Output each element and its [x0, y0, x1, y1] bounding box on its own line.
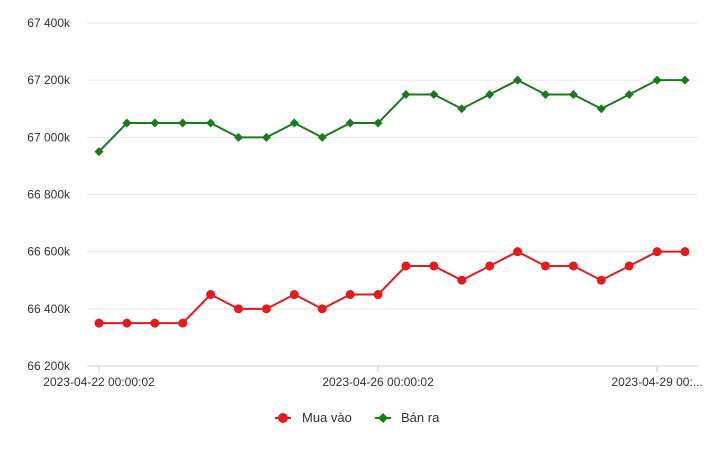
y-tick-label: 67 000k: [27, 130, 71, 144]
legend-label: Mua vào: [302, 410, 352, 425]
data-point[interactable]: [568, 261, 578, 271]
data-point[interactable]: [652, 247, 662, 257]
data-point[interactable]: [540, 261, 550, 271]
legend-marker: [278, 413, 288, 423]
grid-lines: [87, 22, 698, 310]
series-ban-ra: [94, 75, 690, 157]
data-point[interactable]: [150, 118, 160, 128]
data-point[interactable]: [206, 290, 216, 300]
data-point[interactable]: [457, 275, 467, 285]
legend-label: Bán ra: [401, 410, 440, 425]
data-point[interactable]: [289, 290, 299, 300]
data-point[interactable]: [680, 75, 690, 85]
data-point[interactable]: [624, 89, 634, 99]
y-tick-label: 67 200k: [27, 73, 71, 87]
series-line: [99, 250, 685, 325]
data-point[interactable]: [568, 89, 578, 99]
legend: Mua vào Bán ra: [275, 410, 440, 425]
y-axis-labels: 66 200k 66 400k 66 600k 66 800k 67 000k 67 20…: [27, 16, 71, 373]
data-point[interactable]: [317, 304, 327, 314]
data-point[interactable]: [429, 89, 439, 99]
series-line: [98, 79, 685, 153]
data-point[interactable]: [373, 118, 383, 128]
data-point[interactable]: [485, 261, 495, 271]
data-point[interactable]: [513, 247, 523, 257]
legend-item-mua-vao[interactable]: Mua vào: [275, 410, 352, 425]
legend-marker: [378, 413, 388, 423]
data-point[interactable]: [178, 118, 188, 128]
data-point[interactable]: [457, 104, 467, 114]
data-point[interactable]: [485, 89, 495, 99]
data-point[interactable]: [234, 132, 244, 142]
data-point[interactable]: [234, 304, 244, 314]
data-point[interactable]: [513, 75, 523, 85]
data-point[interactable]: [596, 275, 606, 285]
x-axis-labels: 2023-04-22 00:00:02 2023-04-26 00:00:02 20…: [43, 375, 703, 389]
data-point[interactable]: [373, 290, 383, 300]
x-tick-label: 2023-04-29 00:...: [611, 375, 702, 389]
data-point[interactable]: [317, 132, 327, 142]
data-point[interactable]: [122, 118, 132, 128]
data-point[interactable]: [680, 247, 690, 257]
data-point[interactable]: [345, 118, 355, 128]
data-point[interactable]: [401, 89, 411, 99]
legend-item-ban-ra[interactable]: Bán ra: [375, 410, 440, 425]
data-point[interactable]: [261, 132, 271, 142]
y-tick-label: 66 200k: [27, 359, 71, 373]
data-point[interactable]: [289, 118, 299, 128]
y-tick-label: 66 800k: [27, 188, 71, 202]
data-point[interactable]: [178, 318, 188, 328]
data-point[interactable]: [122, 318, 132, 328]
data-point[interactable]: [540, 89, 550, 99]
data-point[interactable]: [261, 304, 271, 314]
y-tick-label: 66 400k: [27, 302, 71, 316]
data-point[interactable]: [94, 147, 104, 157]
data-point[interactable]: [652, 75, 662, 85]
y-tick-label: 66 600k: [27, 245, 71, 259]
x-tick-label: 2023-04-22 00:00:02: [43, 375, 155, 389]
data-point[interactable]: [150, 318, 160, 328]
data-point[interactable]: [596, 104, 606, 114]
data-point[interactable]: [345, 290, 355, 300]
data-point[interactable]: [94, 318, 104, 328]
series-layer: [94, 75, 690, 328]
data-point[interactable]: [624, 261, 634, 271]
data-point[interactable]: [206, 118, 216, 128]
x-tick-label: 2023-04-26 00:00:02: [322, 375, 434, 389]
x-axis-ticks: [98, 366, 658, 372]
data-point[interactable]: [401, 261, 411, 271]
series-mua-vao: [94, 247, 690, 328]
y-tick-label: 67 400k: [27, 16, 71, 30]
data-point[interactable]: [429, 261, 439, 271]
